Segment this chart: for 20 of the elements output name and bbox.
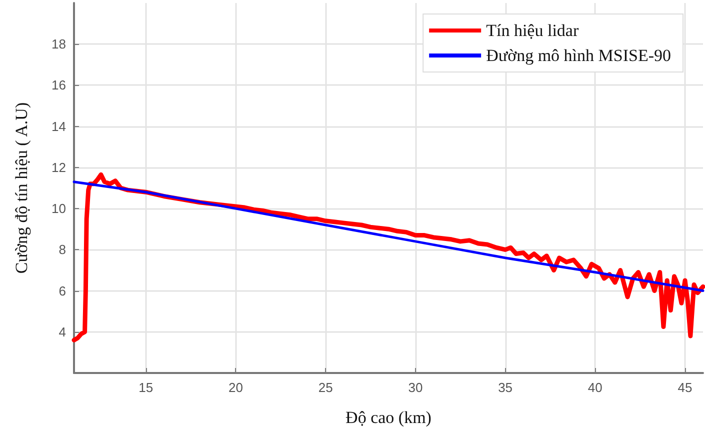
x-tick-label: 20 <box>228 380 243 395</box>
y-tick-label: 12 <box>52 160 66 175</box>
x-tick-label: 15 <box>138 380 154 395</box>
x-tick-label: 40 <box>588 380 602 395</box>
y-tick-label: 14 <box>52 118 66 134</box>
y-tick-label: 4 <box>58 324 66 340</box>
x-tick-label: 25 <box>318 380 333 395</box>
x-axis-title: Độ cao (km) <box>346 408 432 427</box>
line-series <box>72 180 704 292</box>
y-axis-title: Cường độ tín hiệu ( A.U) <box>12 102 31 274</box>
x-tick-label: 30 <box>408 380 423 395</box>
y-tick-label: 6 <box>58 283 66 298</box>
legend-label: Đường mô hình MSISE-90 <box>486 46 672 65</box>
x-tick-label: 45 <box>678 380 692 395</box>
y-tick-label: 16 <box>52 78 66 93</box>
y-tick-label: 18 <box>52 36 66 52</box>
legend-label: Tín hiệu lidar <box>486 21 579 40</box>
x-tick-label: 35 <box>498 380 513 395</box>
y-tick-label: 10 <box>52 201 66 216</box>
y-tick-label: 8 <box>58 242 66 258</box>
